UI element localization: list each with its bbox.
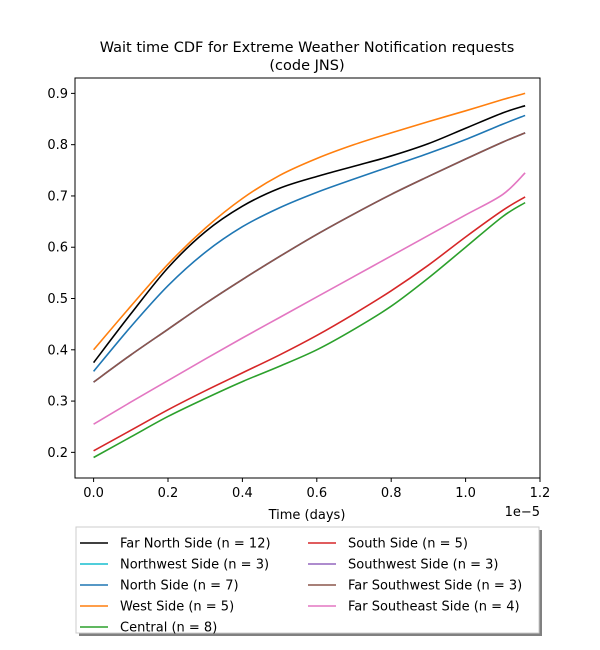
tick-layer: 0.0 0.2 0.4 0.6 0.8 1.0 1.2 0.2 0.3 0.4 0.5 0.6 0.7 0… bbox=[47, 87, 550, 501]
y-tick-label: 0.3 bbox=[47, 395, 68, 410]
y-tick-label: 0.4 bbox=[47, 343, 68, 358]
chart-title: Wait time CDF for Extreme Weather Notifi… bbox=[100, 40, 515, 56]
legend-entry: Far Southeast Side (n = 4) bbox=[308, 600, 520, 615]
legend-label: Central (n = 8) bbox=[120, 621, 217, 636]
x-axis-label: Time (days) bbox=[268, 508, 346, 523]
legend-box bbox=[75, 526, 540, 634]
legend-label: Far Southeast Side (n = 4) bbox=[348, 600, 520, 615]
legend-label: Southwest Side (n = 3) bbox=[348, 558, 498, 573]
legend-label: West Side (n = 5) bbox=[120, 600, 234, 615]
chart-title-code: (code JNS) bbox=[269, 58, 344, 74]
legend-items: Far North Side (n = 12) Northwest Side (n… bbox=[80, 537, 522, 636]
y-tick-label: 0.2 bbox=[47, 446, 68, 461]
y-tick-label: 0.5 bbox=[47, 292, 68, 307]
series-line-1 bbox=[93, 132, 526, 383]
legend-entry: South Side (n = 5) bbox=[308, 537, 468, 552]
series-line-6 bbox=[93, 132, 526, 383]
legend: Far North Side (n = 12) Northwest Side (n… bbox=[75, 526, 542, 636]
series-line-3 bbox=[92, 92, 526, 351]
plot-area bbox=[74, 77, 541, 479]
x-tick-label: 0.8 bbox=[381, 486, 402, 501]
x-tick-label: 1.2 bbox=[530, 486, 551, 501]
legend-label: South Side (n = 5) bbox=[348, 537, 468, 552]
legend-entry: Far North Side (n = 12) bbox=[80, 537, 271, 552]
legend-entry: Far Southwest Side (n = 3) bbox=[308, 579, 522, 594]
series-line-7 bbox=[93, 132, 526, 383]
legend-entry: West Side (n = 5) bbox=[80, 600, 234, 615]
x-tick-label: 0.0 bbox=[83, 486, 104, 501]
legend-label: North Side (n = 7) bbox=[120, 579, 239, 594]
series-line-5 bbox=[93, 196, 526, 452]
series-layer bbox=[92, 92, 526, 459]
y-tick-label: 0.8 bbox=[47, 138, 68, 153]
legend-entry: Central (n = 8) bbox=[80, 621, 217, 636]
legend-entry: Northwest Side (n = 3) bbox=[80, 558, 269, 573]
series-line-4 bbox=[93, 201, 526, 459]
x-tick-label: 1.0 bbox=[455, 486, 476, 501]
legend-label: Far Southwest Side (n = 3) bbox=[348, 579, 522, 594]
legend-entry: North Side (n = 7) bbox=[80, 579, 239, 594]
series-line-8 bbox=[93, 172, 526, 425]
y-tick-label: 0.9 bbox=[47, 87, 68, 102]
x-offset-label: 1e−5 bbox=[505, 505, 540, 520]
y-tick-label: 0.7 bbox=[47, 189, 68, 204]
legend-entry: Southwest Side (n = 3) bbox=[308, 558, 498, 573]
y-tick-label: 0.6 bbox=[47, 241, 68, 256]
series-line-2 bbox=[92, 114, 526, 372]
legend-label: Northwest Side (n = 3) bbox=[120, 558, 269, 573]
series-line-0 bbox=[92, 104, 526, 364]
x-tick-label: 0.6 bbox=[306, 486, 327, 501]
x-tick-label: 0.2 bbox=[158, 486, 179, 501]
legend-label: Far North Side (n = 12) bbox=[120, 537, 271, 552]
x-tick-label: 0.4 bbox=[232, 486, 253, 501]
